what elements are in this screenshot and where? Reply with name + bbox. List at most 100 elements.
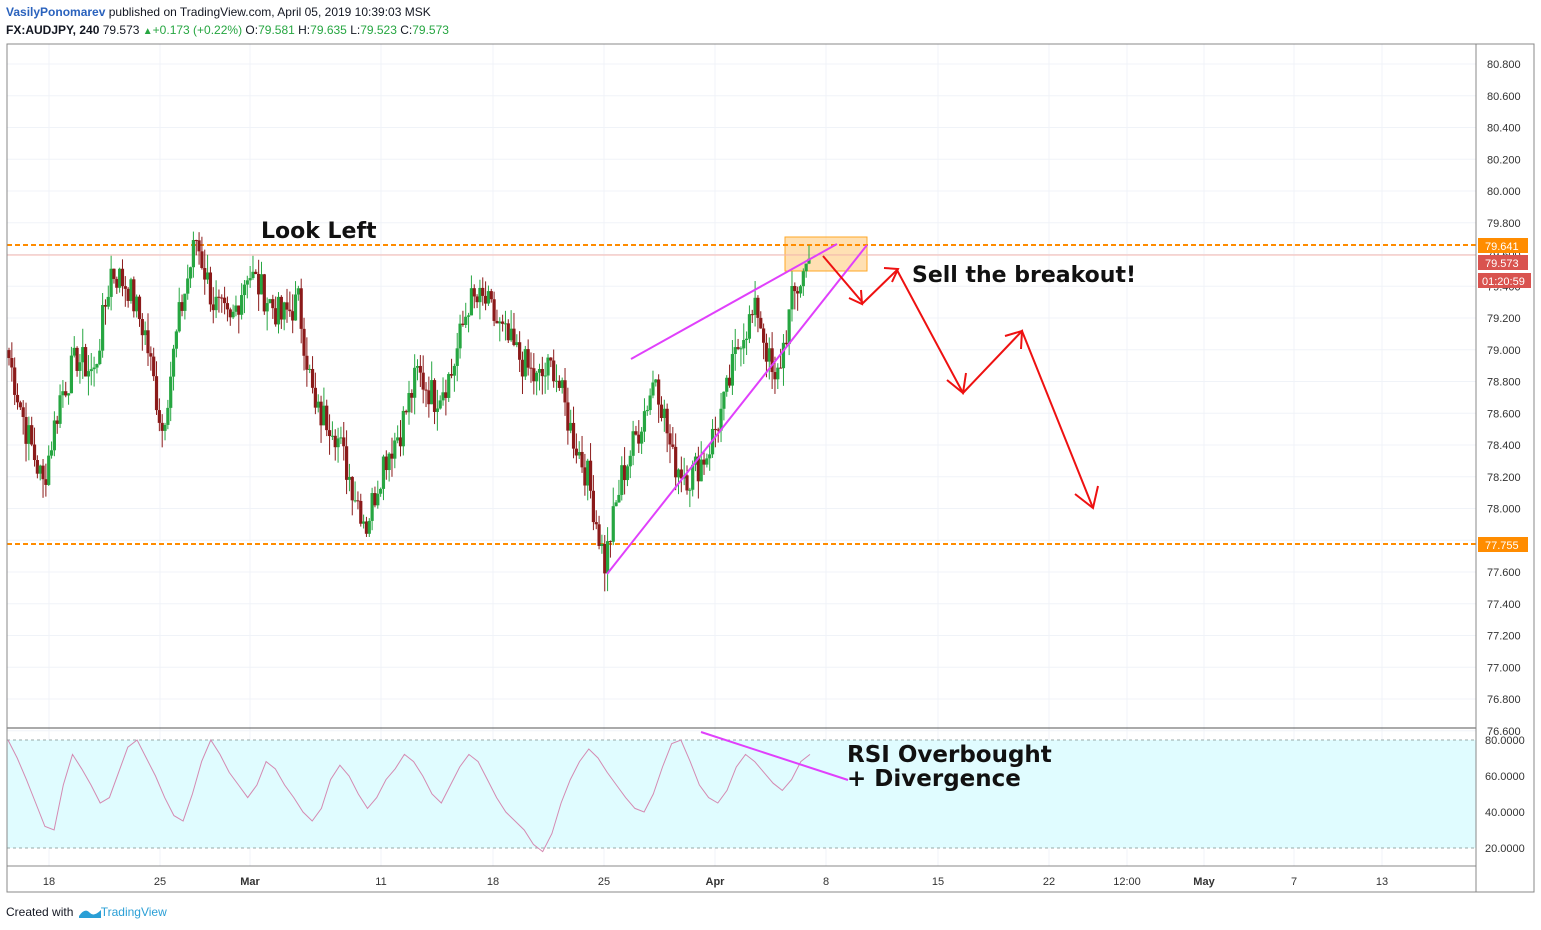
candle bbox=[242, 280, 247, 314]
bar-countdown-tag: 01:20:59 bbox=[1478, 273, 1531, 288]
candle bbox=[807, 245, 811, 265]
candle bbox=[733, 328, 737, 371]
candle bbox=[313, 372, 317, 415]
time-axis[interactable]: 18 25 Mar 11 18 25 Apr 8 15 22 12:00 May 7 13 bbox=[43, 876, 1388, 888]
price-axis[interactable]: 80.800 80.600 80.400 80.200 80.000 79.800 79.6… bbox=[1487, 59, 1521, 738]
price-tick-label: 79.200 bbox=[1487, 313, 1521, 325]
candle bbox=[251, 255, 255, 280]
candle bbox=[722, 391, 726, 421]
candle bbox=[699, 441, 703, 482]
candle bbox=[234, 295, 238, 317]
symbol-name[interactable]: FX:AUDJPY, 240 bbox=[6, 23, 100, 37]
candle bbox=[319, 395, 323, 443]
candle bbox=[798, 284, 803, 298]
candle bbox=[379, 487, 383, 497]
high-label: H: bbox=[298, 23, 311, 37]
candle bbox=[742, 323, 746, 365]
author-link[interactable]: VasilyPonomarev bbox=[6, 5, 106, 19]
candle bbox=[611, 487, 615, 546]
publish-info: published on TradingView.com, April 05, … bbox=[108, 5, 431, 19]
candle bbox=[631, 420, 635, 466]
price-tick-label: 77.200 bbox=[1487, 631, 1521, 643]
candle bbox=[535, 370, 539, 396]
tradingview-link[interactable]: TradingView bbox=[100, 905, 167, 919]
candle bbox=[103, 299, 108, 325]
candle bbox=[628, 450, 632, 479]
candle bbox=[44, 463, 48, 497]
candle bbox=[30, 416, 34, 447]
candle bbox=[322, 387, 326, 426]
candle bbox=[285, 288, 289, 323]
time-tick-label: 7 bbox=[1291, 876, 1297, 888]
candle bbox=[563, 368, 567, 416]
candle bbox=[657, 374, 661, 423]
candle bbox=[396, 425, 400, 444]
candle bbox=[98, 338, 102, 366]
candle bbox=[109, 255, 113, 311]
candle bbox=[537, 363, 542, 391]
price-tick-label: 80.200 bbox=[1487, 154, 1521, 166]
candle bbox=[305, 337, 309, 387]
candle bbox=[274, 296, 278, 327]
candle bbox=[86, 355, 91, 396]
wedge-lower-trendline[interactable] bbox=[606, 244, 868, 575]
candles bbox=[7, 231, 811, 592]
candle bbox=[713, 416, 717, 448]
open-value: 79.581 bbox=[258, 23, 295, 37]
candle bbox=[7, 347, 11, 366]
candle bbox=[279, 295, 283, 329]
time-tick-label: Mar bbox=[240, 876, 260, 888]
candle bbox=[69, 346, 74, 394]
candle bbox=[197, 232, 201, 265]
candle bbox=[501, 314, 505, 332]
projection-path[interactable] bbox=[822, 255, 1099, 510]
candle bbox=[532, 353, 536, 395]
candle bbox=[115, 276, 119, 294]
candle bbox=[370, 487, 374, 531]
candle bbox=[18, 400, 22, 410]
candle bbox=[520, 351, 525, 395]
candle bbox=[688, 487, 692, 508]
candle bbox=[240, 283, 244, 320]
candle bbox=[574, 433, 578, 464]
open-label: O: bbox=[245, 23, 259, 37]
candle bbox=[600, 534, 604, 554]
candle bbox=[634, 425, 638, 436]
rsi-tick-label: 40.0000 bbox=[1485, 807, 1525, 819]
svg-text:79.573: 79.573 bbox=[1485, 258, 1519, 270]
candle bbox=[642, 398, 647, 442]
candle bbox=[696, 446, 700, 499]
candle bbox=[756, 295, 760, 333]
candle bbox=[452, 363, 456, 392]
candle bbox=[637, 420, 641, 454]
candle bbox=[796, 286, 800, 311]
candle bbox=[214, 280, 218, 319]
candle bbox=[316, 394, 320, 413]
candle bbox=[427, 376, 431, 418]
candle bbox=[540, 356, 544, 395]
candle bbox=[725, 375, 729, 397]
candle bbox=[708, 445, 712, 471]
candle bbox=[413, 354, 417, 415]
candle bbox=[83, 343, 88, 377]
candle bbox=[55, 415, 59, 434]
candle bbox=[498, 317, 502, 342]
candle bbox=[557, 375, 561, 391]
rsi-divergence-line[interactable] bbox=[700, 731, 849, 781]
candle bbox=[58, 384, 62, 428]
candle bbox=[302, 317, 306, 371]
time-tick-label: 15 bbox=[932, 876, 944, 888]
price-tick-label: 79.800 bbox=[1487, 218, 1521, 230]
rsi-axis[interactable]: 80.0000 60.0000 40.0000 20.0000 bbox=[1485, 735, 1525, 855]
wedge-upper-trendline[interactable] bbox=[630, 243, 838, 360]
candle bbox=[191, 231, 195, 278]
sell-breakout-label: Sell the breakout! bbox=[912, 263, 1136, 288]
rsi-tick-label: 20.0000 bbox=[1485, 843, 1525, 855]
candle bbox=[336, 427, 340, 463]
candle bbox=[211, 287, 215, 324]
chart-canvas[interactable]: Look Left Sell the breakout! RSI Overbou… bbox=[0, 0, 1541, 900]
candle bbox=[418, 355, 422, 387]
candle bbox=[194, 239, 198, 256]
candle bbox=[262, 273, 266, 315]
candle bbox=[764, 333, 769, 378]
